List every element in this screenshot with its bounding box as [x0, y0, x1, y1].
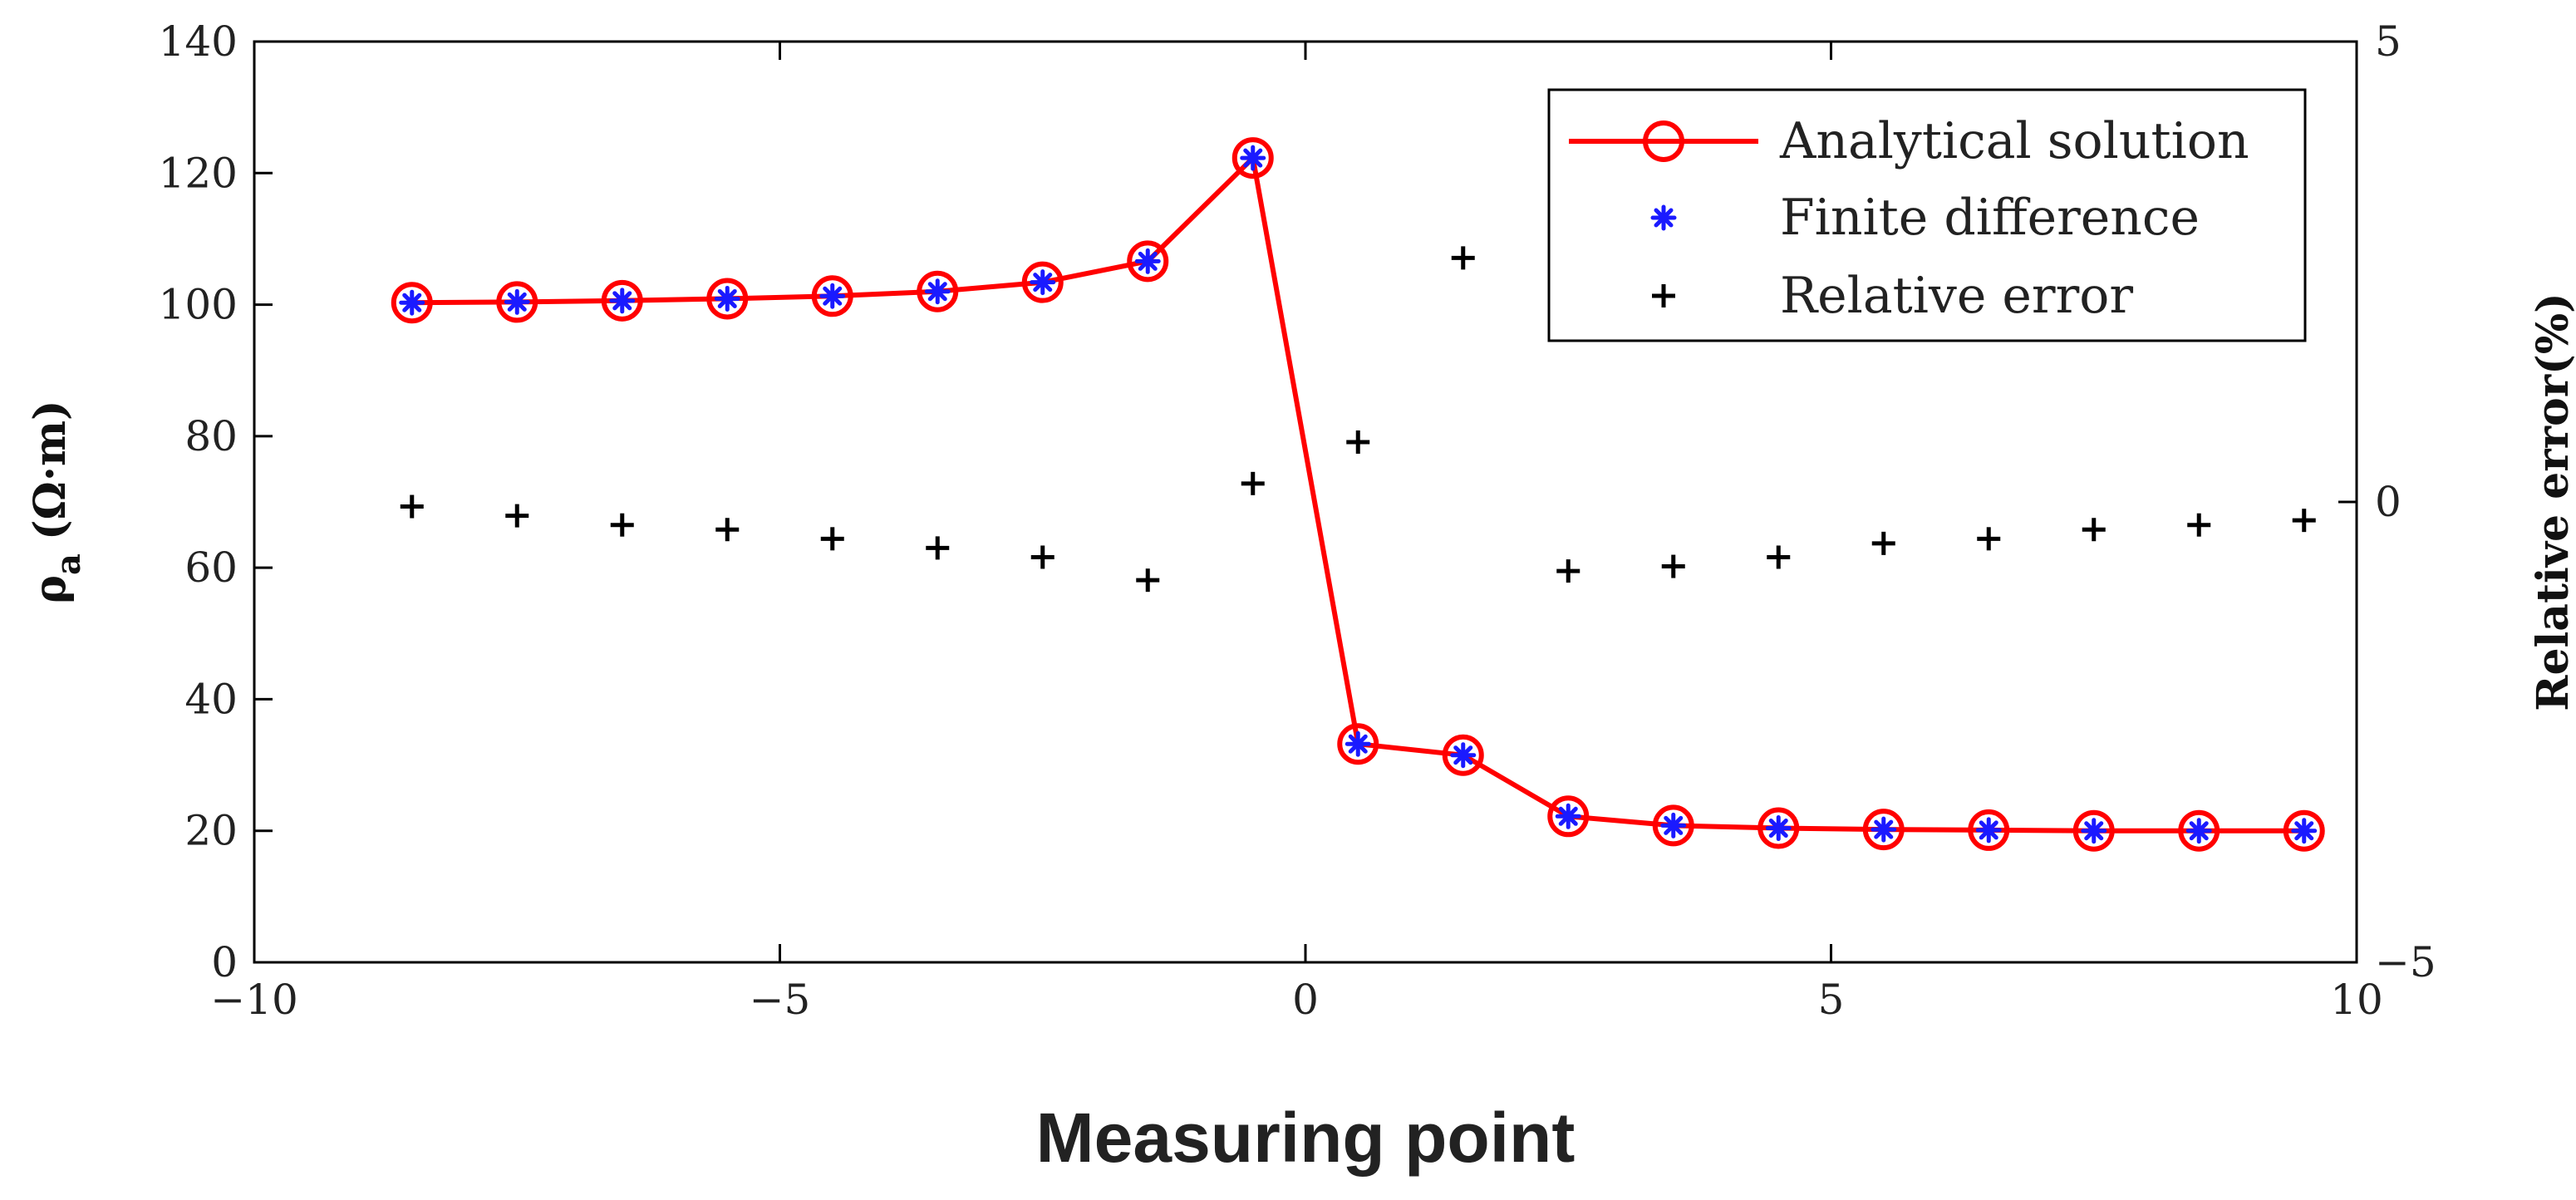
- finite-difference-point: [1555, 803, 1581, 829]
- legend-plus-marker-icon: [1652, 284, 1675, 307]
- x-tick-label: 10: [2330, 976, 2383, 1024]
- finite-difference-point: [399, 289, 425, 316]
- finite-difference-point: [1030, 269, 1056, 296]
- y2-tick-label: −5: [2375, 938, 2436, 986]
- finite-difference-point: [1660, 812, 1687, 839]
- y-tick-label: 40: [184, 675, 238, 723]
- relative-error-point: [2187, 513, 2211, 537]
- series-layer: [391, 137, 2325, 852]
- relative-error-point: [1241, 471, 1265, 495]
- analytical-solution-point: [601, 279, 643, 322]
- finite-difference-point: [2185, 818, 2212, 844]
- finite-difference-point: [1450, 742, 1477, 769]
- analytical-solution-point: [1442, 734, 1484, 776]
- y-tick-label: 100: [159, 281, 238, 329]
- y2-tick-label: 5: [2375, 17, 2401, 66]
- finite-difference-point: [1134, 248, 1161, 274]
- y-tick-label: 60: [184, 543, 238, 592]
- finite-difference-point: [1240, 145, 1266, 171]
- analytical-solution-point: [1862, 809, 1905, 851]
- finite-difference-point: [1765, 815, 1792, 842]
- relative-error-point: [715, 518, 740, 542]
- finite-difference-point: [504, 288, 530, 315]
- relative-error-point: [820, 527, 844, 551]
- finite-difference-point: [1871, 816, 1897, 843]
- relative-error-point: [1767, 545, 1791, 569]
- relative-error-point: [1451, 246, 1475, 270]
- legend-asterisk-marker-icon: [1650, 204, 1677, 231]
- analytical-solution-point: [1547, 795, 1590, 838]
- y-tick-label: 0: [211, 938, 238, 986]
- relative-error-point: [1136, 568, 1160, 593]
- legend-box: [1547, 88, 2307, 342]
- relative-error-point: [926, 536, 950, 560]
- y-tick-label: 20: [184, 807, 238, 855]
- analytical-solution-point: [1968, 809, 2010, 851]
- x-tick-label: 0: [1292, 976, 1319, 1024]
- x-tick-label: −10: [210, 976, 298, 1024]
- finite-difference-point: [924, 278, 951, 305]
- relative-error-point: [1346, 430, 1370, 454]
- x-tick-label: 5: [1818, 976, 1845, 1024]
- analytical-solution-point: [1337, 723, 1379, 765]
- analytical-solution-point: [706, 278, 749, 320]
- relative-error-point: [400, 494, 424, 519]
- analytical-solution-point: [1231, 137, 1274, 180]
- analytical-solution-point: [1021, 261, 1064, 303]
- x-tick-label: −5: [750, 976, 811, 1024]
- relative-error-point: [1661, 554, 1685, 578]
- finite-difference-point: [714, 285, 740, 312]
- analytical-solution-point: [811, 275, 853, 317]
- y-tick-label: 120: [159, 149, 238, 197]
- analytical-solution-point: [391, 282, 433, 324]
- relative-error-point: [1977, 527, 2001, 551]
- relative-error-point: [2292, 509, 2316, 533]
- analytical-solution-point: [496, 281, 538, 323]
- analytical-solution-point: [2178, 809, 2220, 852]
- finite-difference-point: [2291, 818, 2318, 844]
- y2-axis-label: Relative error(%): [2528, 293, 2576, 711]
- analytical-solution-point: [1757, 807, 1800, 849]
- relative-error-point: [1030, 545, 1054, 569]
- analytical-solution-point: [1127, 240, 1169, 283]
- legend: Analytical solution Finite difference Re…: [1547, 88, 2307, 342]
- relative-error-point: [2082, 518, 2106, 542]
- relative-error-point: [1556, 559, 1581, 583]
- x-axis-label: Measuring point: [1036, 1099, 1576, 1177]
- analytical-solution-point: [2072, 809, 2115, 852]
- legend-circle-marker-icon: [1643, 120, 1684, 162]
- finite-difference-point: [609, 288, 636, 314]
- analytical-solution-point: [1652, 804, 1694, 847]
- legend-item-relative-error: Relative error: [1652, 267, 2133, 325]
- y-axis-unit: (Ω·m): [25, 400, 76, 540]
- legend-label-analytical: Analytical solution: [1779, 112, 2249, 170]
- y-axis-label: ρa (Ω·m): [25, 400, 88, 603]
- finite-difference-point: [2081, 818, 2107, 844]
- legend-label-relative-error: Relative error: [1780, 267, 2133, 325]
- finite-difference-point: [819, 283, 846, 309]
- finite-difference-point: [1345, 730, 1371, 757]
- relative-error-point: [1871, 531, 1895, 555]
- finite-difference-point: [1975, 817, 2002, 843]
- legend-item-analytical: Analytical solution: [1569, 112, 2249, 170]
- legend-label-finite-difference: Finite difference: [1780, 189, 2200, 247]
- y-tick-label: 80: [184, 412, 238, 460]
- relative-error-point: [505, 504, 529, 528]
- analytical-solution-point: [2283, 809, 2325, 852]
- legend-item-finite-difference: Finite difference: [1650, 189, 2200, 247]
- analytical-solution-point: [917, 270, 959, 312]
- relative-error-point: [610, 513, 634, 537]
- svg-text:ρa(Ω·m): ρa (Ω·m): [25, 400, 88, 603]
- y2-tick-label: 0: [2375, 478, 2401, 526]
- y-axis-symbol: ρ: [25, 575, 76, 604]
- y-tick-label: 140: [159, 17, 238, 66]
- y-axis-subscript: a: [49, 553, 88, 575]
